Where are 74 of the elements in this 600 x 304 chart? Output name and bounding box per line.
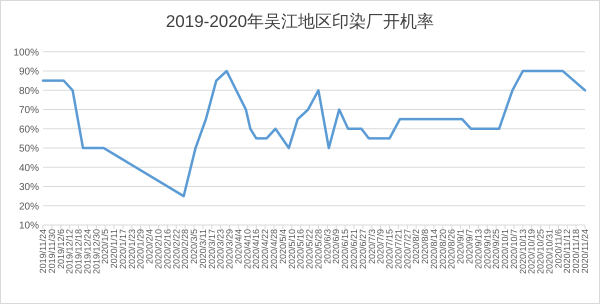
x-tick-label: 2020/8/26 — [446, 229, 457, 270]
x-tick-label: 2020/4/10 — [242, 229, 252, 270]
x-tick-label: 2020/10/31 — [544, 229, 554, 274]
x-tick-label: 2020/4/28 — [269, 229, 280, 270]
x-tick-label: 2020/5/10 — [286, 229, 297, 270]
x-tick-label: 2020/5/16 — [296, 229, 306, 270]
y-tick-label: 90% — [18, 66, 40, 78]
x-tick-label: 2020/9/25 — [491, 229, 502, 270]
x-tick-label: 2020/4/16 — [251, 229, 262, 270]
x-tick-label: 2020/1/17 — [118, 229, 128, 270]
x-tick-label: 2020/6/9 — [331, 229, 342, 264]
y-tick-label: 50% — [18, 144, 40, 155]
x-tick-label: 2020/3/23 — [216, 229, 226, 270]
x-tick-label: 2019/11/24 — [38, 229, 48, 274]
x-tick-label: 2019/12/18 — [74, 229, 84, 274]
y-tick-label: 60% — [18, 124, 40, 136]
x-tick-label: 2020/7/3 — [366, 229, 377, 264]
x-tick-label: 2020/10/25 — [536, 229, 546, 274]
x-tick-label: 2020/11/24 — [580, 229, 590, 274]
x-tick-label: 2020/8/2 — [411, 229, 422, 264]
x-tick-label: 2020/4/22 — [260, 229, 270, 270]
chart-title: 2019-2020年吴江地区印染厂开机率 — [166, 12, 434, 31]
x-tick-label: 2020/1/11 — [109, 229, 120, 268]
x-tick-label: 2020/8/8 — [420, 229, 430, 264]
x-tick-label: 2020/9/19 — [482, 229, 492, 270]
y-tick-label: 100% — [13, 47, 40, 58]
x-tick-label: 2020/6/3 — [322, 229, 332, 264]
x-tick-label: 2020/10/19 — [526, 229, 537, 274]
y-tick-label: 70% — [18, 105, 40, 116]
x-tick-label: 2020/3/11 — [198, 229, 208, 268]
x-tick-label: 2020/9/13 — [473, 229, 484, 270]
x-tick-label: 2020/11/18 — [571, 229, 582, 274]
x-tick-label: 2019/12/12 — [64, 229, 75, 274]
y-tick-label: 40% — [18, 162, 40, 174]
x-tick-label: 2019/11/30 — [46, 229, 57, 274]
x-tick-label: 2020/3/29 — [224, 229, 235, 270]
x-tick-label: 2019/12/24 — [82, 229, 92, 274]
y-tick-label: 10% — [18, 220, 40, 232]
x-tick-label: 2019/12/30 — [91, 229, 102, 274]
x-tick-label: 2020/6/15 — [340, 229, 350, 270]
x-tick-label: 2020/7/15 — [384, 229, 395, 270]
x-tick-label: 2020/5/28 — [313, 229, 324, 270]
x-tick-label: 2020/9/7 — [464, 229, 474, 264]
x-tick-label: 2020/8/20 — [438, 229, 448, 270]
x-tick-label: 2020/10/13 — [518, 229, 528, 274]
x-tick-label: 2020/2/22 — [171, 229, 182, 270]
x-tick-label: 2020/8/14 — [428, 229, 439, 270]
x-tick-label: 2020/2/10 — [154, 229, 164, 270]
x-tick-label: 2020/1/23 — [126, 229, 137, 270]
x-tick-label: 2020/10/7 — [508, 229, 519, 270]
x-tick-label: 2019/12/6 — [56, 229, 66, 270]
x-tick-label: 2020/3/5 — [189, 229, 200, 264]
x-tick-label: 2020/7/9 — [376, 229, 386, 264]
x-tick-label: 2020/5/22 — [304, 229, 315, 270]
y-tick-label: 20% — [18, 201, 40, 212]
x-tick-label: 2020/2/28 — [180, 229, 190, 270]
x-tick-label: 2020/6/27 — [358, 229, 368, 270]
x-tick-label: 2020/11/12 — [562, 229, 572, 274]
x-tick-label: 2020/2/16 — [162, 229, 172, 270]
x-tick-label: 2020/1/29 — [136, 229, 146, 270]
y-tick-label: 80% — [18, 86, 40, 97]
x-tick-label: 2020/1/5 — [100, 229, 110, 264]
x-tick-label: 2020/6/21 — [348, 229, 359, 270]
y-tick-label: 30% — [18, 182, 40, 194]
x-tick-label: 2020/7/21 — [393, 229, 404, 270]
x-tick-label: 2020/9/1 — [456, 229, 466, 264]
x-tick-label: 2020/7/27 — [402, 229, 412, 270]
x-tick-label: 2020/4/4 — [233, 229, 244, 264]
x-tick-label: 2020/3/17 — [206, 229, 217, 270]
x-tick-label: 2020/2/4 — [144, 229, 155, 264]
x-tick-label: 2020/11/6 — [553, 229, 564, 268]
x-tick-label: 2020/5/4 — [278, 229, 288, 264]
line-series — [42, 70, 586, 198]
x-tick-label: 2020/10/1 — [500, 229, 510, 270]
